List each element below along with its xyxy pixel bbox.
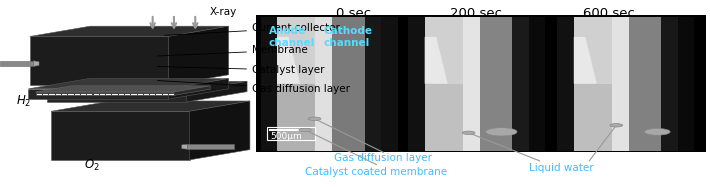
- Bar: [662, 17, 678, 151]
- Polygon shape: [187, 81, 247, 102]
- Bar: [381, 17, 398, 151]
- Text: Catalyst layer: Catalyst layer: [158, 65, 324, 75]
- Polygon shape: [51, 101, 250, 111]
- Polygon shape: [36, 92, 174, 95]
- Bar: [261, 17, 398, 151]
- Bar: [365, 17, 381, 151]
- Text: Current collector: Current collector: [165, 23, 340, 35]
- Bar: [612, 17, 628, 151]
- Circle shape: [645, 128, 670, 135]
- Bar: [408, 17, 425, 151]
- Bar: [574, 17, 612, 84]
- Text: Catalyst coated membrane: Catalyst coated membrane: [305, 167, 447, 177]
- Text: Anode
channel: Anode channel: [269, 26, 315, 48]
- Bar: [557, 17, 574, 151]
- Text: O$_2$: O$_2$: [84, 158, 99, 173]
- Bar: [267, 127, 315, 140]
- Polygon shape: [47, 81, 247, 92]
- Text: X-ray: X-ray: [209, 7, 236, 16]
- Polygon shape: [30, 36, 168, 85]
- Bar: [557, 17, 694, 151]
- Polygon shape: [51, 111, 190, 160]
- Polygon shape: [47, 92, 187, 102]
- Bar: [628, 17, 662, 151]
- Text: Membrane: Membrane: [158, 45, 308, 56]
- Polygon shape: [277, 37, 300, 84]
- Bar: [574, 17, 612, 151]
- Text: Liquid water: Liquid water: [528, 163, 594, 173]
- Text: Gas diffusion layer: Gas diffusion layer: [158, 81, 350, 94]
- Text: H$_2$: H$_2$: [16, 94, 32, 109]
- Text: Cathode
channel: Cathode channel: [324, 26, 373, 48]
- Polygon shape: [174, 86, 210, 95]
- Text: 500µm: 500µm: [270, 132, 302, 141]
- Circle shape: [462, 131, 475, 134]
- Polygon shape: [425, 37, 448, 84]
- Bar: [315, 17, 332, 151]
- Text: Gas diffusion layer: Gas diffusion layer: [334, 153, 432, 163]
- Bar: [513, 17, 529, 151]
- Circle shape: [610, 124, 623, 127]
- Polygon shape: [0, 61, 33, 66]
- Bar: [529, 17, 545, 151]
- Polygon shape: [28, 89, 168, 99]
- Bar: [408, 17, 545, 151]
- Polygon shape: [168, 26, 229, 85]
- Polygon shape: [33, 61, 39, 66]
- Circle shape: [299, 128, 312, 132]
- Bar: [256, 0, 710, 187]
- Circle shape: [308, 117, 321, 120]
- Bar: [256, 15, 706, 152]
- Bar: [678, 17, 694, 151]
- Bar: [261, 17, 277, 151]
- Polygon shape: [168, 79, 229, 99]
- Polygon shape: [187, 144, 234, 149]
- Bar: [479, 17, 513, 151]
- Polygon shape: [28, 79, 229, 89]
- Bar: [425, 17, 463, 84]
- Polygon shape: [30, 26, 229, 36]
- Text: 200 sec: 200 sec: [449, 7, 502, 20]
- Bar: [332, 17, 365, 151]
- Polygon shape: [190, 101, 250, 160]
- Bar: [425, 17, 463, 151]
- Polygon shape: [574, 37, 597, 84]
- Polygon shape: [182, 144, 187, 149]
- Bar: [277, 17, 315, 151]
- Bar: [463, 17, 479, 151]
- Polygon shape: [36, 86, 210, 92]
- Bar: [277, 17, 315, 84]
- Text: 600 sec: 600 sec: [582, 7, 635, 20]
- Circle shape: [486, 128, 517, 136]
- Text: 0 sec: 0 sec: [336, 7, 371, 20]
